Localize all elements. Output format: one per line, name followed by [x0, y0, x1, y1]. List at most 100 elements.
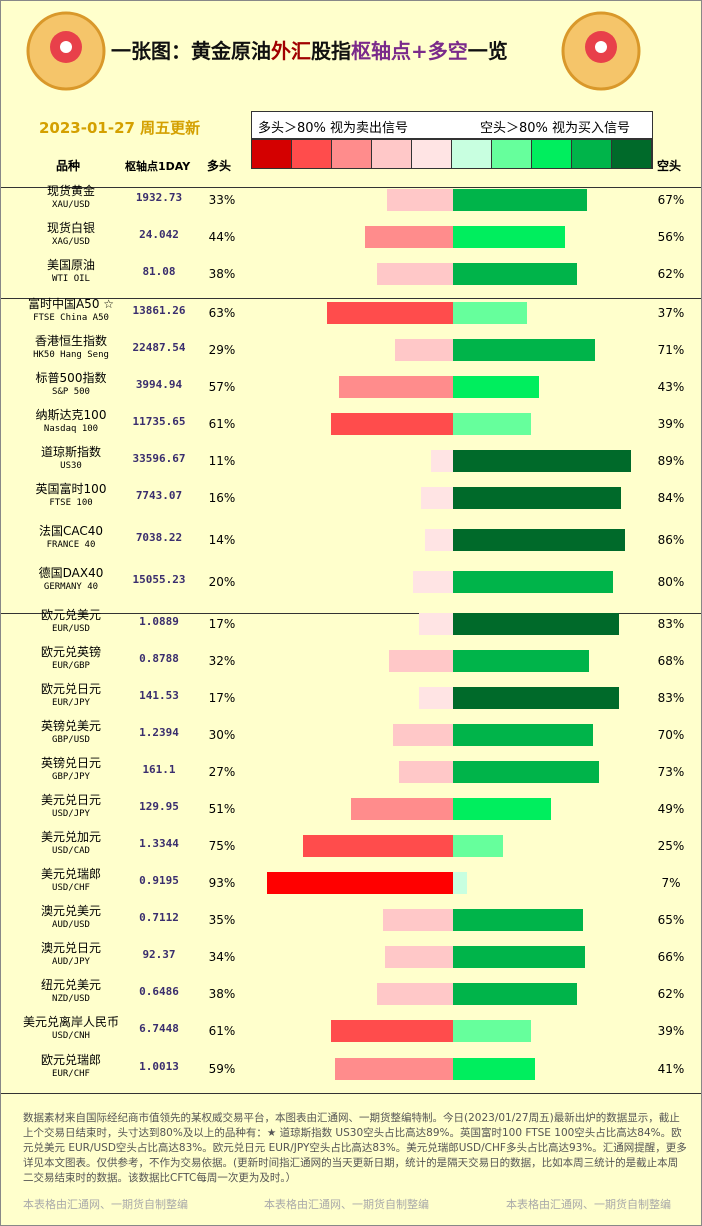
short-pct: 86%	[657, 533, 685, 547]
long-bar	[327, 302, 453, 324]
pivot: 1.3344	[139, 837, 179, 850]
name: 欧元兑日元	[40, 682, 101, 696]
long-pct: 63%	[208, 306, 236, 320]
short-pct: 39%	[657, 417, 685, 431]
name: 欧元兑英镑	[40, 645, 101, 659]
code: FTSE China A50	[33, 313, 109, 323]
row-name: 英镑兑日元 GBP/JPY	[11, 756, 131, 784]
short-pct: 66%	[657, 950, 685, 964]
short-pct: 37%	[657, 306, 685, 320]
legend-swatch	[452, 140, 492, 168]
long-bar	[365, 226, 453, 248]
short-bar	[453, 450, 631, 472]
long-pct: 44%	[208, 230, 236, 244]
short-bar	[453, 376, 539, 398]
long-bar	[303, 835, 453, 857]
col-name: 品种	[56, 159, 81, 173]
row-name: 现货白银 XAG/USD	[11, 221, 131, 249]
short-pct: 70%	[657, 728, 685, 742]
separator	[1, 187, 701, 188]
code: AUD/JPY	[52, 957, 90, 967]
name: 德国DAX40	[38, 566, 104, 580]
legend-swatch	[372, 140, 412, 168]
code: S&P 500	[52, 387, 90, 397]
row-name: 标普500指数 S&P 500	[11, 371, 131, 399]
long-bar	[389, 650, 453, 672]
name: 欧元兑瑞郎	[40, 1053, 101, 1067]
short-bar	[453, 302, 527, 324]
short-bar	[453, 983, 577, 1005]
footer-text: 数据素材来自国际经纪商市值领先的某权威交易平台，本图表由汇通网、一期货整编特制。…	[23, 1112, 687, 1184]
pivot: 7038.22	[135, 531, 183, 544]
legend-long: 多头＞80% 视为卖出信号	[258, 121, 409, 136]
short-pct: 68%	[657, 654, 685, 668]
legend-swatch	[412, 140, 452, 168]
col-short: 空头	[657, 159, 682, 173]
row-name: 美元兑加元 USD/CAD	[11, 830, 131, 858]
code: GBP/USD	[52, 735, 90, 745]
name: 道琼斯指数	[40, 445, 101, 459]
short-pct: 62%	[657, 267, 685, 281]
short-pct: 49%	[657, 802, 685, 816]
col-pivot: 枢轴点1DAY	[125, 160, 191, 173]
pivot: 15055.23	[132, 573, 186, 586]
pivot: 81.08	[142, 265, 176, 278]
pivot: 6.7448	[139, 1022, 179, 1035]
long-pct: 59%	[208, 1062, 236, 1076]
long-pct: 34%	[208, 950, 236, 964]
row-name: 欧元兑日元 EUR/JPY	[11, 682, 131, 710]
watermark: 本表格由汇通网、一期货自制整编	[264, 1198, 429, 1211]
short-pct: 80%	[657, 575, 685, 589]
logo-left	[26, 11, 106, 91]
short-bar	[453, 835, 503, 857]
pivot: 1.2394	[139, 726, 179, 739]
row-name: 德国DAX40 GERMANY 40	[11, 566, 131, 594]
row-name: 纽元兑美元 NZD/USD	[11, 978, 131, 1006]
name: 欧元兑美元	[40, 608, 101, 622]
title: 一张图：黄金原油外汇股指枢轴点+多空一览	[111, 35, 508, 64]
long-bar	[335, 1058, 453, 1080]
row-name: 欧元兑美元 EUR/USD	[11, 608, 131, 636]
code: EUR/USD	[52, 624, 90, 634]
long-bar	[393, 724, 453, 746]
name: 澳元兑日元	[40, 941, 101, 955]
legend-box: 多头＞80% 视为卖出信号 空头＞80% 视为买入信号	[251, 111, 653, 139]
long-bar	[267, 872, 453, 894]
short-pct: 39%	[657, 1024, 685, 1038]
long-pct: 61%	[208, 1024, 236, 1038]
long-bar	[425, 529, 453, 551]
long-bar	[421, 487, 453, 509]
name: 美元兑日元	[40, 793, 101, 807]
long-pct: 17%	[208, 691, 236, 705]
date: 2023-01-27 周五更新	[39, 119, 201, 137]
name: 英镑兑日元	[40, 756, 101, 770]
row-name: 美元兑离岸人民币 USD/CNH	[11, 1015, 131, 1043]
legend-swatch	[572, 140, 612, 168]
short-pct: 7%	[661, 876, 681, 890]
short-pct: 71%	[657, 343, 685, 357]
pivot: 92.37	[142, 948, 176, 961]
short-bar	[453, 413, 531, 435]
title-part: 股指	[311, 39, 351, 63]
long-bar	[419, 613, 453, 635]
name: 英镑兑美元	[40, 719, 101, 733]
long-pct: 38%	[208, 987, 236, 1001]
code: GERMANY 40	[43, 582, 99, 592]
name: 澳元兑美元	[40, 904, 101, 918]
short-bar	[453, 798, 551, 820]
legend-swatch	[612, 140, 652, 168]
short-bar	[453, 650, 589, 672]
short-pct: 41%	[657, 1062, 685, 1076]
long-pct: 16%	[208, 491, 236, 505]
short-bar	[453, 263, 577, 285]
legend-swatch	[532, 140, 572, 168]
name: 美元兑离岸人民币	[22, 1015, 119, 1029]
legend-swatch	[492, 140, 532, 168]
short-bar	[453, 1020, 531, 1042]
long-bar	[351, 798, 453, 820]
name: 英国富时100	[35, 482, 107, 496]
pivot: 129.95	[139, 800, 179, 813]
short-pct: 83%	[657, 617, 685, 631]
short-bar	[453, 571, 613, 593]
pivot: 0.7112	[139, 911, 179, 924]
